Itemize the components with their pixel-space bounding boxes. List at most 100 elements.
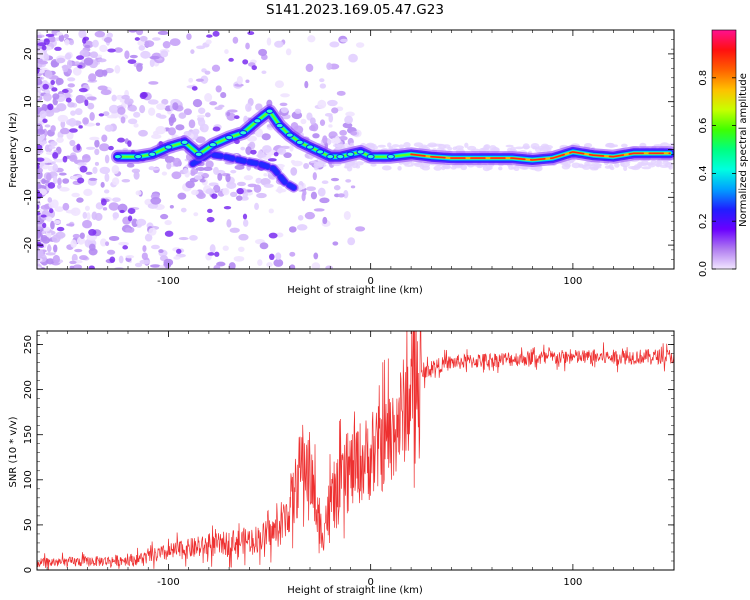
noise-blob [343,210,351,220]
signal-haze [650,159,657,164]
noise-blob [325,265,333,269]
noise-blob [54,206,64,213]
noise-blob [183,167,189,174]
noise-blob [344,115,354,125]
signal-haze [392,144,400,148]
noise-blob [64,52,72,60]
noise-blob [112,197,121,203]
noise-blob-strong [37,211,41,216]
noise-blob [89,112,95,121]
noise-blob-strong [65,97,72,103]
ridge-peak [306,144,314,150]
noise-blob-strong [78,125,83,129]
noise-blob [95,122,101,126]
noise-blob [37,249,44,256]
noise-blob [280,107,289,114]
noise-blob [89,243,96,251]
noise-blob-strong [127,59,137,64]
noise-blob [345,179,352,183]
noise-blob [72,233,81,239]
noise-blob-strong [37,241,42,246]
noise-blob-strong [37,204,40,210]
noise-blob [104,124,114,132]
noise-blob [99,143,110,152]
noise-blob [79,232,85,239]
noise-blob [129,54,138,59]
noise-blob [118,255,124,264]
noise-blob-strong [56,226,65,232]
noise-blob [45,252,56,256]
noise-blob [65,209,77,214]
noise-blob [94,139,100,148]
noise-blob [236,181,246,187]
signal-haze [638,162,649,166]
noise-blob [106,249,116,255]
noise-blob [62,178,70,184]
noise-blob [333,185,341,191]
noise-blob-strong [268,253,275,261]
noise-blob [161,171,168,176]
snr-y-ticks: 0 50 100 150 200 250 [23,335,674,573]
noise-blob [255,103,263,111]
noise-blob [156,103,166,110]
noise-blob [114,64,121,74]
noise-blob [149,58,155,68]
noise-blob [204,112,211,118]
noise-blob [69,265,75,269]
noise-blob [100,238,107,247]
noise-blob [222,187,230,196]
noise-blob [104,173,110,182]
noise-blob [301,192,306,202]
noise-blob [190,49,195,54]
y-tick-label: -20 [23,237,34,253]
noise-blob [102,111,110,117]
noise-blob [91,211,98,220]
noise-blob [196,45,206,50]
noise-blob [289,144,294,152]
noise-blob-strong [77,64,83,69]
noise-blob [69,260,77,265]
noise-blob [97,58,107,63]
noise-blob-strong [47,103,54,111]
noise-blob [158,264,165,269]
signal-haze [653,144,663,147]
noise-blob-strong [127,140,132,147]
noise-blob [236,75,243,85]
noise-blob [266,262,273,268]
noise-blob [180,207,187,213]
noise-blob [64,39,70,46]
noise-blob [50,125,56,133]
noise-blob-strong [45,33,55,37]
noise-blob [211,64,221,72]
noise-blob-strong [69,128,78,133]
noise-blob [204,70,211,75]
noise-blob-strong [79,165,88,173]
noise-blob [327,99,338,107]
noise-blob [350,185,356,189]
noise-blob [141,252,148,260]
noise-blob [322,216,328,225]
noise-blob [213,184,220,192]
noise-blob [147,107,156,116]
noise-blob [262,145,272,153]
noise-blob [118,241,130,246]
noise-blob-strong [37,157,45,162]
noise-blob [68,117,77,127]
noise-blob [74,248,83,253]
noise-blob [37,58,43,63]
noise-blob [77,162,87,166]
signal-haze [620,161,631,168]
colorbar-tick-label: 0.2 [698,213,709,229]
noise-blob [136,63,143,72]
noise-blob [125,227,132,233]
noise-blob-strong [42,222,47,229]
noise-blob [150,244,160,250]
signal-haze [447,147,453,151]
noise-blob-strong [251,65,257,71]
noise-blob-strong [42,83,49,90]
noise-blob [82,117,89,125]
noise-blob [195,136,206,144]
noise-blob [58,172,67,176]
noise-blob [158,114,167,119]
noise-blob-strong [268,232,278,239]
